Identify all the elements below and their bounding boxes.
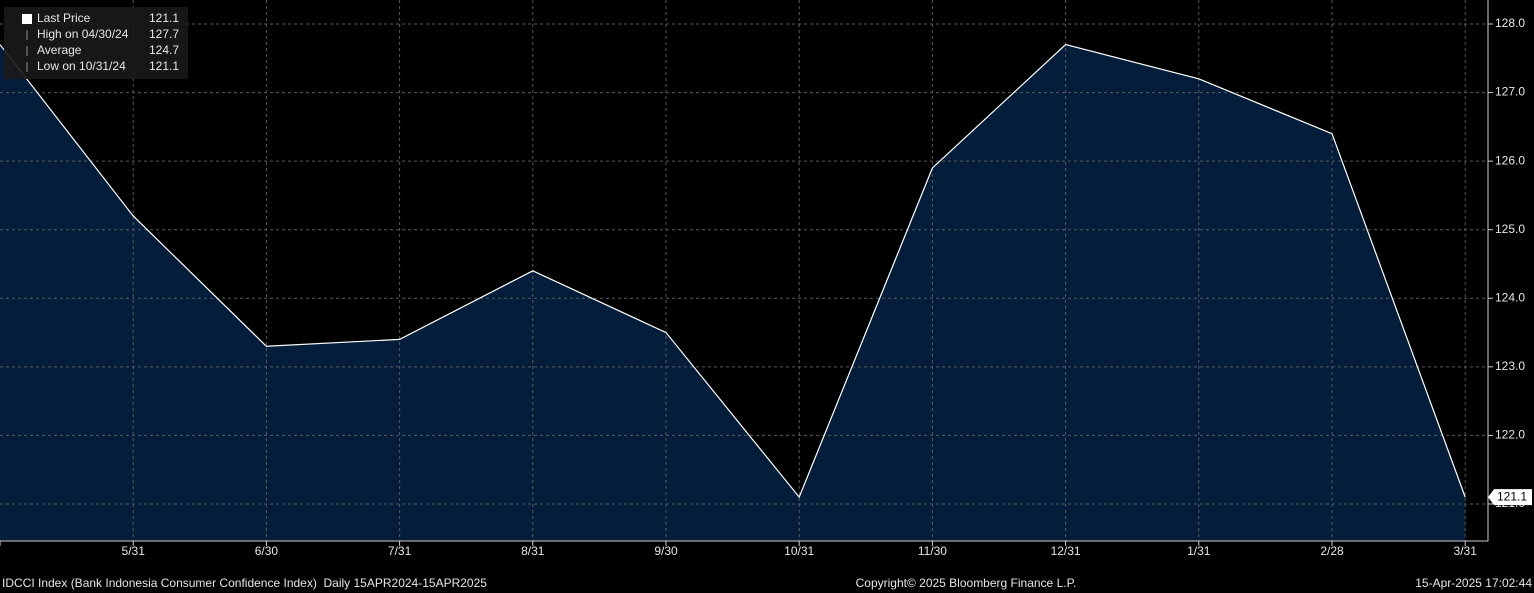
- x-tick-label: 11/30: [918, 544, 947, 558]
- legend-label: Last Price: [37, 11, 91, 25]
- footer-left: IDCCI Index (Bank Indonesia Consumer Con…: [2, 576, 487, 590]
- y-tick-label: 127.0: [1495, 85, 1525, 99]
- x-tick-label: 5/31: [122, 544, 146, 558]
- line: [0, 43, 1466, 499]
- x-tick-label: 1/31: [1187, 544, 1211, 558]
- area: [0, 44, 1466, 541]
- legend-value: 124.7: [149, 43, 179, 57]
- y-tick-label: 124.0: [1495, 290, 1525, 304]
- last-price-tag: [1488, 489, 1532, 506]
- legend: Last Price 121.1 High on 04/30/24 127.7 Aver…: [4, 7, 188, 79]
- y-tick-label: 128.0: [1495, 16, 1525, 30]
- legend-label: Low on 10/31/24: [37, 59, 126, 73]
- last-price-label: 121.1: [1497, 489, 1527, 503]
- legend-label: High on 04/30/24: [37, 27, 129, 41]
- y-tick-label: 125.0: [1495, 222, 1525, 236]
- x-tick-label: 12/31: [1051, 544, 1081, 558]
- legend-value: 127.7: [149, 27, 179, 41]
- x-tick-label: 6/30: [255, 544, 279, 558]
- legend-box: [4, 7, 188, 79]
- x-tick-label: 10/31: [784, 544, 814, 558]
- x-tick-label: 2/28: [1320, 544, 1344, 558]
- x-tick-label: 3/31: [1454, 544, 1478, 558]
- y-tick-label: 123.0: [1495, 359, 1525, 373]
- footer-right: 15-Apr-2025 17:02:44: [1415, 576, 1532, 590]
- x-tick-label: 9/30: [654, 544, 678, 558]
- footer-center: Copyright© 2025 Bloomberg Finance L.P.: [856, 576, 1077, 590]
- legend-swatch: [22, 14, 32, 24]
- y-tick-label: 126.0: [1495, 153, 1525, 167]
- x-tick-label: 7/31: [388, 544, 412, 558]
- y-tick-label: 122.0: [1495, 428, 1525, 442]
- legend-label: Average: [37, 43, 82, 57]
- x-tick-label: 8/31: [521, 544, 545, 558]
- legend-value: 121.1: [149, 59, 179, 73]
- legend-value: 121.1: [149, 11, 179, 25]
